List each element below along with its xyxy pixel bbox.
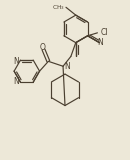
Text: N: N: [64, 62, 70, 71]
Text: N: N: [98, 38, 103, 47]
Text: Cl: Cl: [100, 28, 108, 37]
Text: CH$_3$: CH$_3$: [52, 3, 65, 12]
Text: O: O: [40, 43, 45, 52]
Text: N: N: [14, 57, 20, 66]
Text: N: N: [14, 77, 20, 86]
